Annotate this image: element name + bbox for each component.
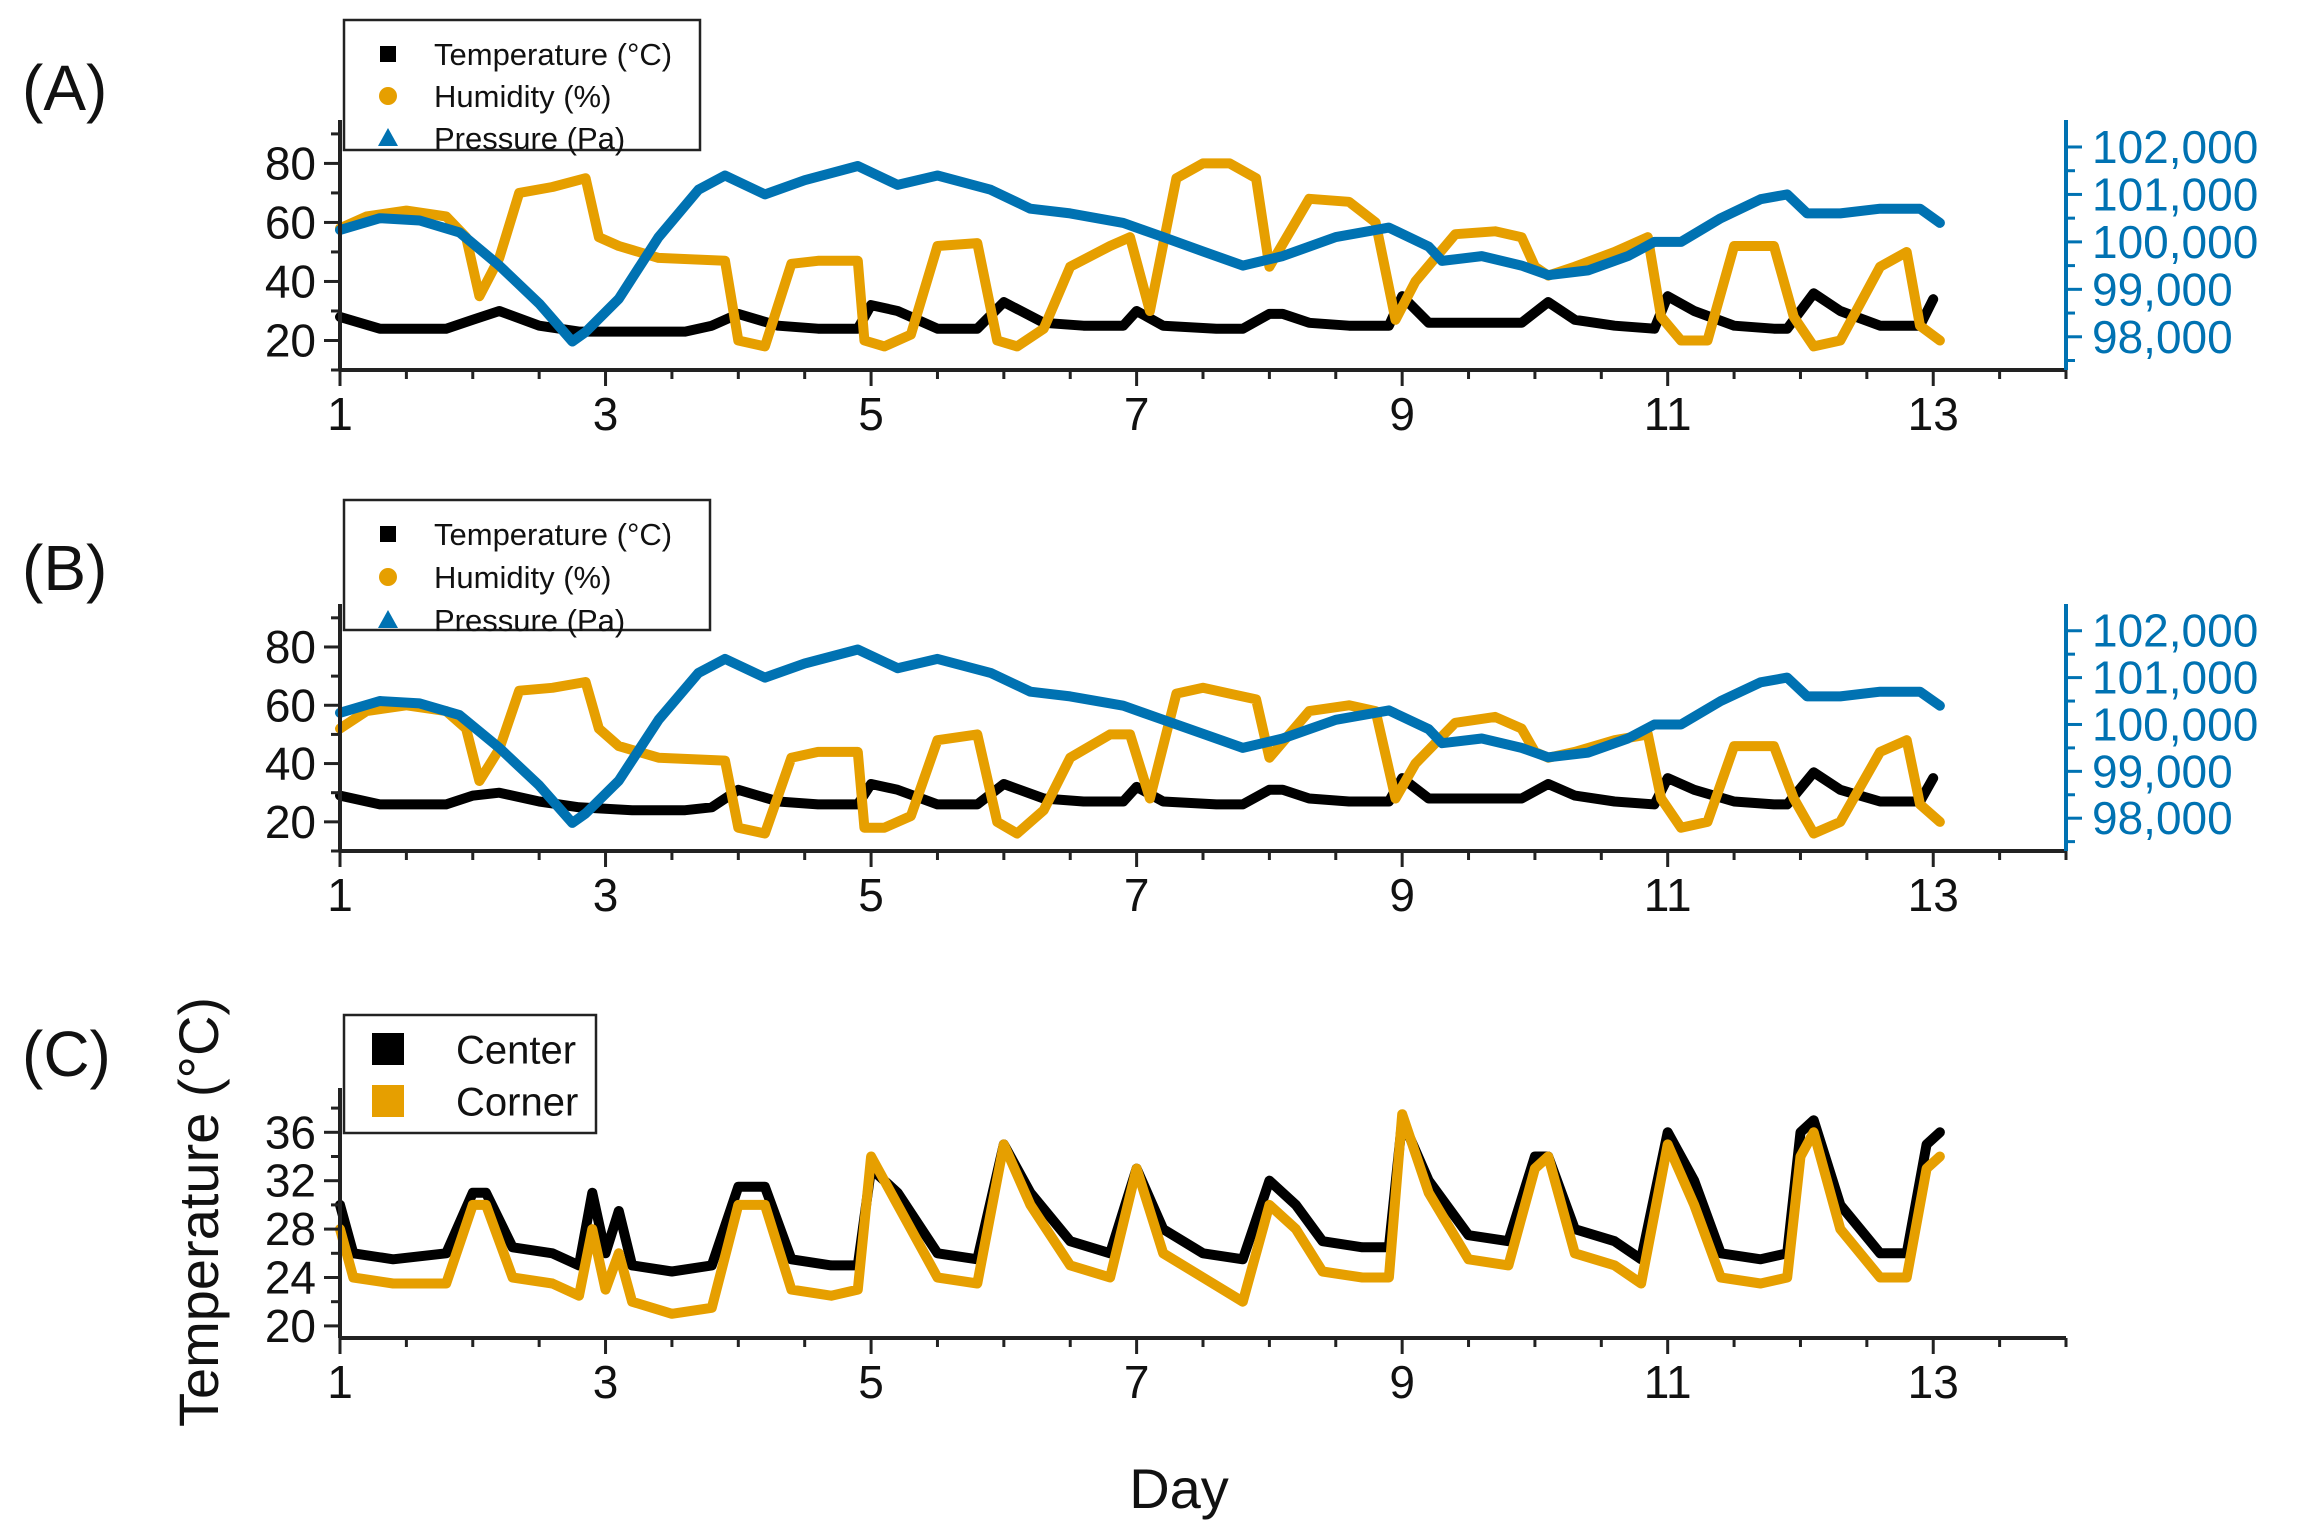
y-tick-label-left: 36 (265, 1106, 316, 1158)
legend-label: Humidity (%) (434, 79, 611, 114)
panel-c: (C)1 3 5 7 9 11 132024283236CenterCornerDayTem… (22, 997, 2068, 1520)
y-tick-label-right: 98,000 (2092, 792, 2233, 844)
series-line-temperature (335, 767, 1939, 816)
legend-label: Corner (456, 1080, 578, 1124)
y-tick-label-right: 101,000 (2092, 168, 2258, 220)
y-tick-label-left: 24 (265, 1252, 316, 1304)
y-tick-label-left: 40 (265, 255, 316, 307)
x-tick-label: 1 (327, 1356, 353, 1408)
y-tick-label-left: 20 (265, 796, 316, 848)
x-tick-label: 1 (327, 869, 353, 921)
series-line-corner (335, 1109, 1945, 1319)
y-tick-label-left: 20 (265, 1300, 316, 1352)
x-tick-label: 9 (1389, 1356, 1415, 1408)
x-tick-label: 5 (858, 869, 884, 921)
legend-label: Temperature (°C) (434, 517, 672, 552)
x-tick-label: 11 (1644, 869, 1692, 921)
series-line-humidity (335, 158, 1945, 352)
series-line-temperature (335, 288, 1939, 337)
panel-label: (A) (22, 52, 107, 124)
legend-label: Pressure (Pa) (434, 603, 625, 638)
x-tick-label: 5 (858, 388, 884, 440)
y-tick-label-right: 99,000 (2092, 263, 2233, 315)
legend-box (342, 498, 712, 632)
series-line-pressure (335, 644, 1945, 828)
legend: Center Corner (342, 1013, 598, 1135)
panel-label: (B) (22, 532, 107, 604)
x-tick-label: 11 (1644, 1356, 1692, 1408)
x-tick-label: 13 (1908, 388, 1959, 440)
x-tick-label: 9 (1389, 869, 1415, 921)
legend-label: Pressure (Pa) (434, 121, 625, 156)
legend-marker-circle (379, 568, 397, 586)
y-tick-label-right: 99,000 (2092, 745, 2233, 797)
x-tick-label: 3 (593, 1356, 619, 1408)
legend-marker-square (380, 526, 396, 542)
x-tick-label: 9 (1389, 388, 1415, 440)
y-tick-label-left: 80 (265, 137, 316, 189)
legend: Temperature (°C) Humidity (%) Pressure (Pa… (342, 498, 712, 638)
legend: Temperature (°C) Humidity (%) Pressure (Pa… (342, 18, 702, 156)
y-tick-label-left: 32 (265, 1155, 316, 1207)
legend-label: Humidity (%) (434, 560, 611, 595)
x-tick-label: 7 (1124, 388, 1150, 440)
legend-marker-center (372, 1033, 404, 1065)
y-tick-label-right: 102,000 (2092, 605, 2258, 657)
x-tick-label: 5 (858, 1356, 884, 1408)
legend-marker-circle (379, 87, 397, 105)
legend-box (342, 18, 702, 152)
legend-label: Center (456, 1028, 576, 1072)
x-tick-label: 11 (1644, 388, 1692, 440)
panel-b: (B)1 3 5 7 9 11 132040608098,00099,000100,0001… (22, 498, 2258, 921)
series-line-humidity (335, 677, 1945, 839)
x-tick-label: 13 (1908, 869, 1959, 921)
y-tick-label-right: 101,000 (2092, 652, 2258, 704)
y-tick-label-right: 100,000 (2092, 216, 2258, 268)
x-tick-label: 3 (593, 388, 619, 440)
y-tick-label-right: 102,000 (2092, 121, 2258, 173)
y-axis-title: Temperature (°C) (167, 997, 230, 1427)
panel-label: (C) (22, 1018, 111, 1090)
x-axis-title: Day (1129, 1457, 1229, 1520)
x-tick-label: 1 (327, 388, 353, 440)
series-line-pressure (335, 161, 1945, 347)
legend-marker-triangle (378, 610, 398, 628)
legend-marker-square (380, 46, 396, 62)
x-tick-label: 13 (1908, 1356, 1959, 1408)
y-tick-label-left: 40 (265, 738, 316, 790)
y-tick-label-left: 20 (265, 314, 316, 366)
y-tick-label-left: 28 (265, 1203, 316, 1255)
y-tick-label-right: 98,000 (2092, 311, 2233, 363)
legend-label: Temperature (°C) (434, 37, 672, 72)
x-tick-label: 7 (1124, 869, 1150, 921)
x-tick-label: 3 (593, 869, 619, 921)
x-tick-label: 7 (1124, 1356, 1150, 1408)
legend-marker-corner (372, 1085, 404, 1117)
y-tick-label-left: 80 (265, 621, 316, 673)
y-tick-label-left: 60 (265, 679, 316, 731)
panel-a: (A)1 3 5 7 9 11 132040608098,00099,000100,0001… (22, 18, 2258, 440)
legend-marker-triangle (378, 128, 398, 146)
y-tick-label-right: 100,000 (2092, 698, 2258, 750)
y-tick-label-left: 60 (265, 196, 316, 248)
